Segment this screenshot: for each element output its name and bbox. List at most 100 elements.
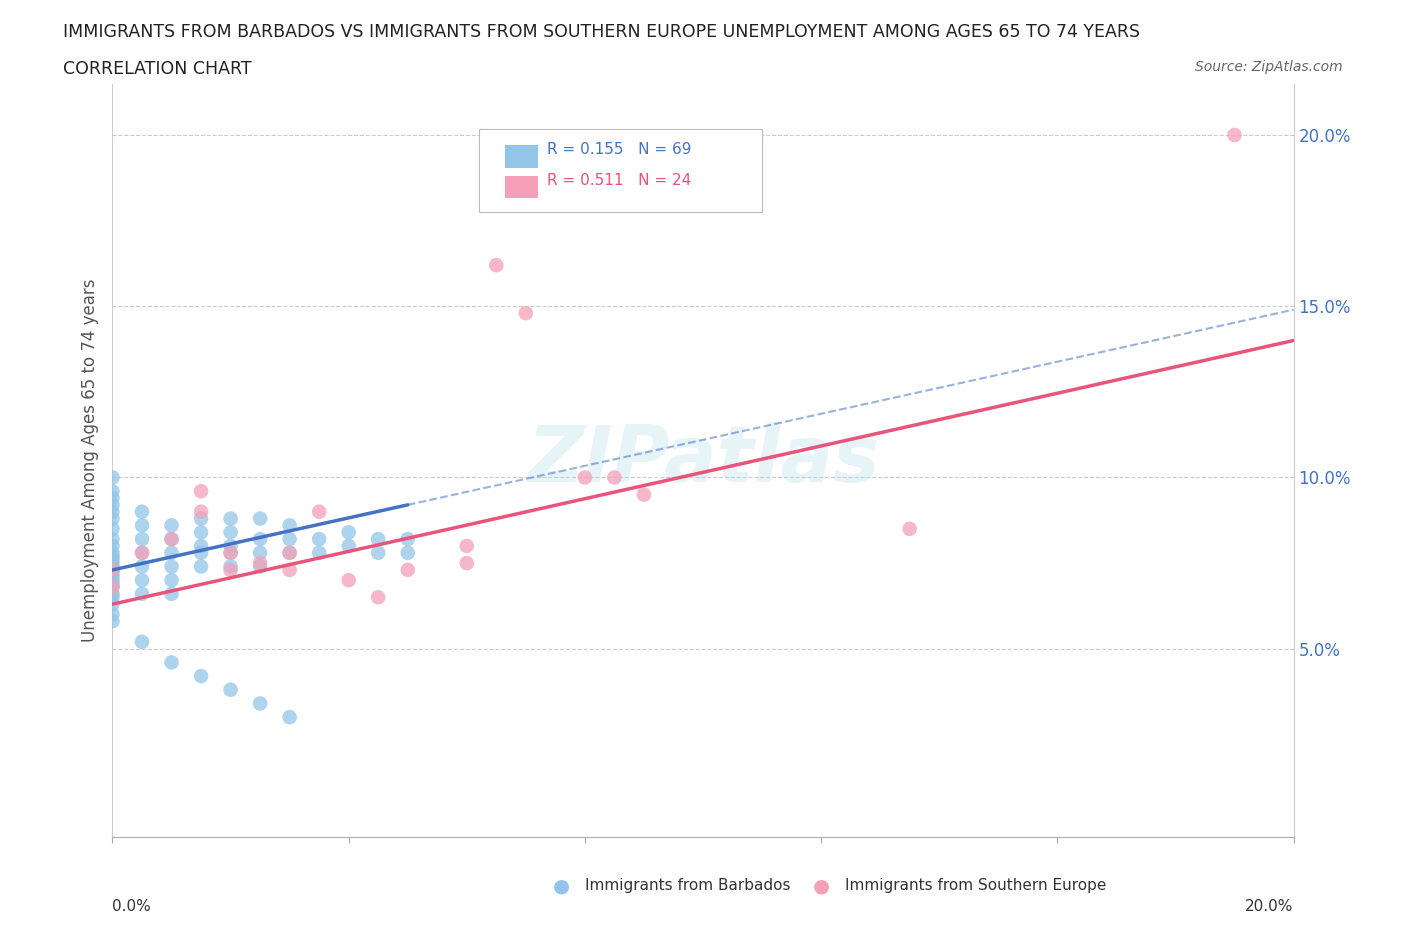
Point <box>101 607 124 622</box>
Point <box>278 545 301 560</box>
Point <box>101 579 124 594</box>
Point <box>190 545 212 560</box>
Point <box>308 532 330 547</box>
Point <box>101 569 124 584</box>
Text: Immigrants from Barbados: Immigrants from Barbados <box>585 879 790 894</box>
Point <box>278 545 301 560</box>
Point <box>396 545 419 560</box>
Point <box>219 545 242 560</box>
Point <box>337 573 360 588</box>
Point <box>131 532 153 547</box>
Point <box>101 573 124 588</box>
Point <box>101 545 124 560</box>
Point <box>278 563 301 578</box>
Point <box>249 532 271 547</box>
Point <box>101 498 124 512</box>
Point <box>278 532 301 547</box>
Point <box>485 258 508 272</box>
Point <box>367 590 389 604</box>
Point <box>101 470 124 485</box>
Point <box>101 563 124 578</box>
Point <box>308 545 330 560</box>
Point <box>101 552 124 567</box>
Point <box>190 538 212 553</box>
Point <box>131 559 153 574</box>
Point <box>101 614 124 629</box>
Point <box>101 504 124 519</box>
Point <box>131 634 153 649</box>
Point <box>131 518 153 533</box>
Point <box>898 522 921 537</box>
Point <box>219 545 242 560</box>
Point <box>633 487 655 502</box>
Point <box>219 512 242 526</box>
Point <box>219 563 242 578</box>
Point <box>190 484 212 498</box>
Point <box>249 512 271 526</box>
Point <box>101 563 124 578</box>
Point <box>160 573 183 588</box>
Point <box>101 538 124 553</box>
Point <box>101 597 124 612</box>
Point <box>101 532 124 547</box>
Point <box>160 518 183 533</box>
Point <box>190 504 212 519</box>
Point <box>160 532 183 547</box>
Point <box>101 559 124 574</box>
Point <box>101 579 124 594</box>
Point <box>160 545 183 560</box>
Point <box>160 532 183 547</box>
Text: IMMIGRANTS FROM BARBADOS VS IMMIGRANTS FROM SOUTHERN EUROPE UNEMPLOYMENT AMONG A: IMMIGRANTS FROM BARBADOS VS IMMIGRANTS F… <box>63 23 1140 41</box>
Point <box>101 555 124 570</box>
Point <box>278 518 301 533</box>
Point <box>101 590 124 604</box>
Point <box>131 545 153 560</box>
Point <box>278 710 301 724</box>
Point <box>101 549 124 564</box>
Point <box>574 470 596 485</box>
Point <box>337 525 360 539</box>
Text: ZIPatlas: ZIPatlas <box>527 422 879 498</box>
Point <box>190 525 212 539</box>
Point <box>219 525 242 539</box>
Point <box>190 559 212 574</box>
Point <box>101 484 124 498</box>
Text: 20.0%: 20.0% <box>1246 898 1294 913</box>
Point <box>101 522 124 537</box>
Point <box>219 683 242 698</box>
Text: R = 0.511   N = 24: R = 0.511 N = 24 <box>547 173 692 188</box>
Point <box>219 538 242 553</box>
Point <box>249 555 271 570</box>
Point <box>396 532 419 547</box>
Point <box>337 538 360 553</box>
Point <box>131 573 153 588</box>
Point <box>515 306 537 321</box>
Point <box>1223 127 1246 142</box>
Point <box>190 512 212 526</box>
Point <box>160 559 183 574</box>
Point <box>249 545 271 560</box>
Text: R = 0.155   N = 69: R = 0.155 N = 69 <box>547 142 692 157</box>
Text: 0.0%: 0.0% <box>112 898 152 913</box>
Text: ●: ● <box>813 876 830 896</box>
Point <box>219 559 242 574</box>
Point <box>101 587 124 602</box>
Text: Source: ZipAtlas.com: Source: ZipAtlas.com <box>1195 60 1343 74</box>
Point <box>131 545 153 560</box>
FancyBboxPatch shape <box>478 129 762 212</box>
Point <box>131 504 153 519</box>
Point <box>131 587 153 602</box>
Point <box>249 559 271 574</box>
Point <box>160 587 183 602</box>
Point <box>308 504 330 519</box>
Point <box>367 532 389 547</box>
Point <box>249 696 271 711</box>
Point <box>190 669 212 684</box>
Point <box>456 538 478 553</box>
Point <box>160 655 183 670</box>
Bar <box>505 145 537 168</box>
Bar <box>505 176 537 198</box>
Point <box>101 577 124 591</box>
Text: CORRELATION CHART: CORRELATION CHART <box>63 60 252 78</box>
Point <box>456 555 478 570</box>
